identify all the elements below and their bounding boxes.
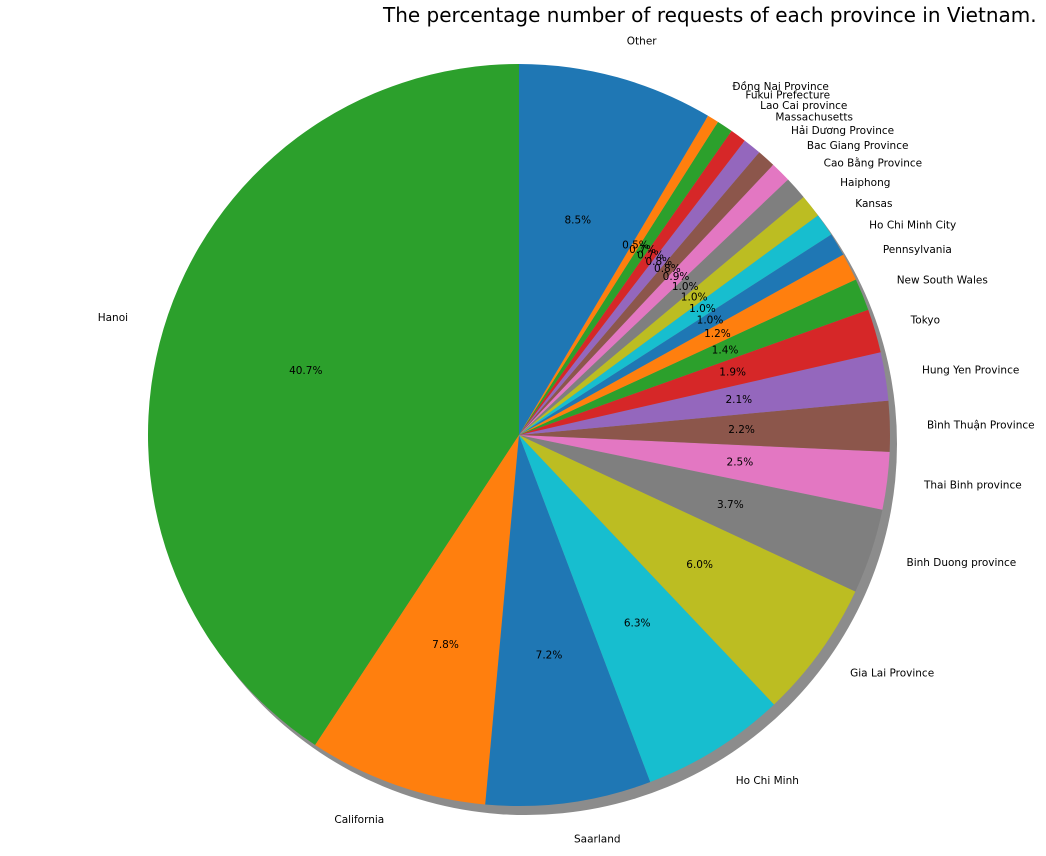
slice-label-21: Đồng Nai Province xyxy=(732,81,828,93)
pie-slice-18 xyxy=(519,140,760,435)
pie-slice-21 xyxy=(519,115,718,436)
slice-pct-label-0: 40.7% xyxy=(289,365,322,377)
slice-label-7: Bình Thuận Province xyxy=(927,419,1035,431)
slice-label-14: Haiphong xyxy=(840,177,890,189)
slice-label-11: Pennsylvania xyxy=(883,244,952,256)
slice-label-18: Massachusetts xyxy=(775,111,853,123)
pie-slice-6 xyxy=(519,435,890,510)
pie-slice-7 xyxy=(519,400,890,452)
pie-slice-16 xyxy=(519,164,789,436)
pie-slice-19 xyxy=(519,130,745,435)
slice-pct-label-18: 0.8% xyxy=(645,256,672,268)
slice-pct-label-10: 1.4% xyxy=(712,345,739,357)
pie-slice-2 xyxy=(485,435,651,807)
slice-label-8: Hung Yen Province xyxy=(922,364,1019,376)
pie-slice-20 xyxy=(519,121,732,436)
slice-label-17: Hải Dương Province xyxy=(791,125,894,137)
pie-slice-5 xyxy=(519,435,883,592)
slice-pct-label-17: 0.8% xyxy=(654,263,681,275)
pie-slice-4 xyxy=(519,435,856,705)
slice-pct-label-9: 1.9% xyxy=(719,367,746,379)
pie-slice-12 xyxy=(519,234,844,435)
slice-label-3: Ho Chi Minh xyxy=(736,775,799,787)
slice-pct-label-12: 1.0% xyxy=(697,315,724,327)
pie-slice-0 xyxy=(147,64,519,745)
pie-slice-14 xyxy=(519,196,818,435)
slice-label-15: Cao Bằng Province xyxy=(824,156,923,169)
pie-slice-15 xyxy=(519,179,804,435)
slice-pct-label-22: 8.5% xyxy=(564,214,591,226)
slice-pct-label-19: 0.7% xyxy=(637,249,664,261)
slice-pct-label-8: 2.1% xyxy=(725,394,752,406)
slice-pct-label-21: 0.5% xyxy=(622,239,649,251)
slice-label-19: Lao Cai province xyxy=(760,100,847,112)
pie-slice-8 xyxy=(519,352,889,435)
slice-pct-label-1: 7.8% xyxy=(432,639,459,651)
pie-slice-9 xyxy=(519,309,881,435)
slice-pct-label-16: 0.9% xyxy=(663,271,690,283)
slice-pct-label-7: 2.2% xyxy=(728,424,755,436)
slice-label-2: Saarland xyxy=(574,833,621,845)
chart-title: The percentage number of requests of eac… xyxy=(383,3,1037,27)
slice-label-9: Tokyo xyxy=(910,314,940,326)
pie-slice-17 xyxy=(519,152,774,436)
slice-label-16: Bac Giang Province xyxy=(807,140,909,152)
slice-pct-label-20: 0.7% xyxy=(629,244,656,256)
pie-slice-22 xyxy=(519,64,709,435)
pie-slice-10 xyxy=(519,279,869,435)
slice-pct-label-11: 1.2% xyxy=(704,328,731,340)
slice-pct-label-5: 3.7% xyxy=(717,499,744,511)
pie-slice-3 xyxy=(519,435,775,782)
slice-label-13: Kansas xyxy=(855,198,892,210)
slice-pct-label-13: 1.0% xyxy=(689,303,716,315)
slice-pct-label-4: 6.0% xyxy=(686,559,713,571)
slice-pct-label-15: 1.0% xyxy=(672,281,699,293)
slice-pct-label-14: 1.0% xyxy=(681,292,708,304)
slice-label-22: Other xyxy=(627,35,657,47)
pie-slice-13 xyxy=(519,215,832,435)
slice-label-12: Ho Chi Minh City xyxy=(869,219,956,231)
slice-label-4: Gia Lai Province xyxy=(850,668,934,680)
slice-pct-label-3: 6.3% xyxy=(624,618,651,630)
slice-label-6: Thai Binh province xyxy=(923,480,1022,492)
slice-pct-label-6: 2.5% xyxy=(727,457,754,469)
slice-label-10: New South Wales xyxy=(897,274,988,286)
slice-label-0: Hanoi xyxy=(98,312,128,324)
slice-label-20: Fukui Prefecture xyxy=(745,89,830,101)
pie-slice-11 xyxy=(519,254,856,435)
pie-slice-1 xyxy=(315,435,519,805)
slice-label-5: Binh Duong province xyxy=(906,557,1016,569)
slice-label-1: California xyxy=(334,814,384,826)
slice-pct-label-2: 7.2% xyxy=(536,650,563,662)
